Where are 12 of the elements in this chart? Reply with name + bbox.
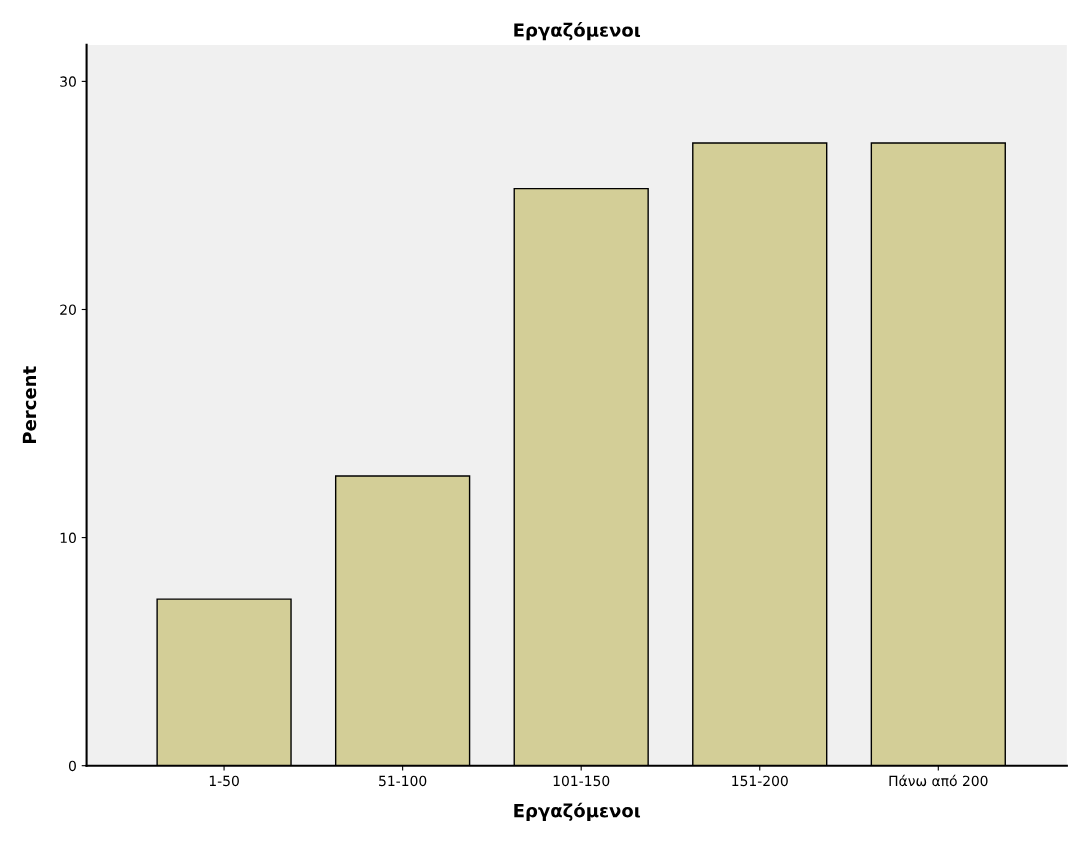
x-tick-label: 101-150 <box>553 775 610 787</box>
y-axis-title: Percent <box>22 366 37 444</box>
x-tick-label: 151-200 <box>732 775 788 787</box>
x-tick-label: 1-50 <box>209 775 239 787</box>
chart-title: Εργαζόμενοι <box>514 22 641 41</box>
x-tick-label: 51-100 <box>379 775 427 787</box>
y-tick-label: 20 <box>60 304 76 315</box>
y-tick-label: 10 <box>60 532 76 544</box>
y-tick-label: 0 <box>68 760 76 772</box>
y-tick-label: 30 <box>60 76 76 87</box>
x-tick-label: Πάνω από 200 <box>889 774 988 787</box>
x-axis-title: Εργαζόμενοι <box>514 802 641 821</box>
